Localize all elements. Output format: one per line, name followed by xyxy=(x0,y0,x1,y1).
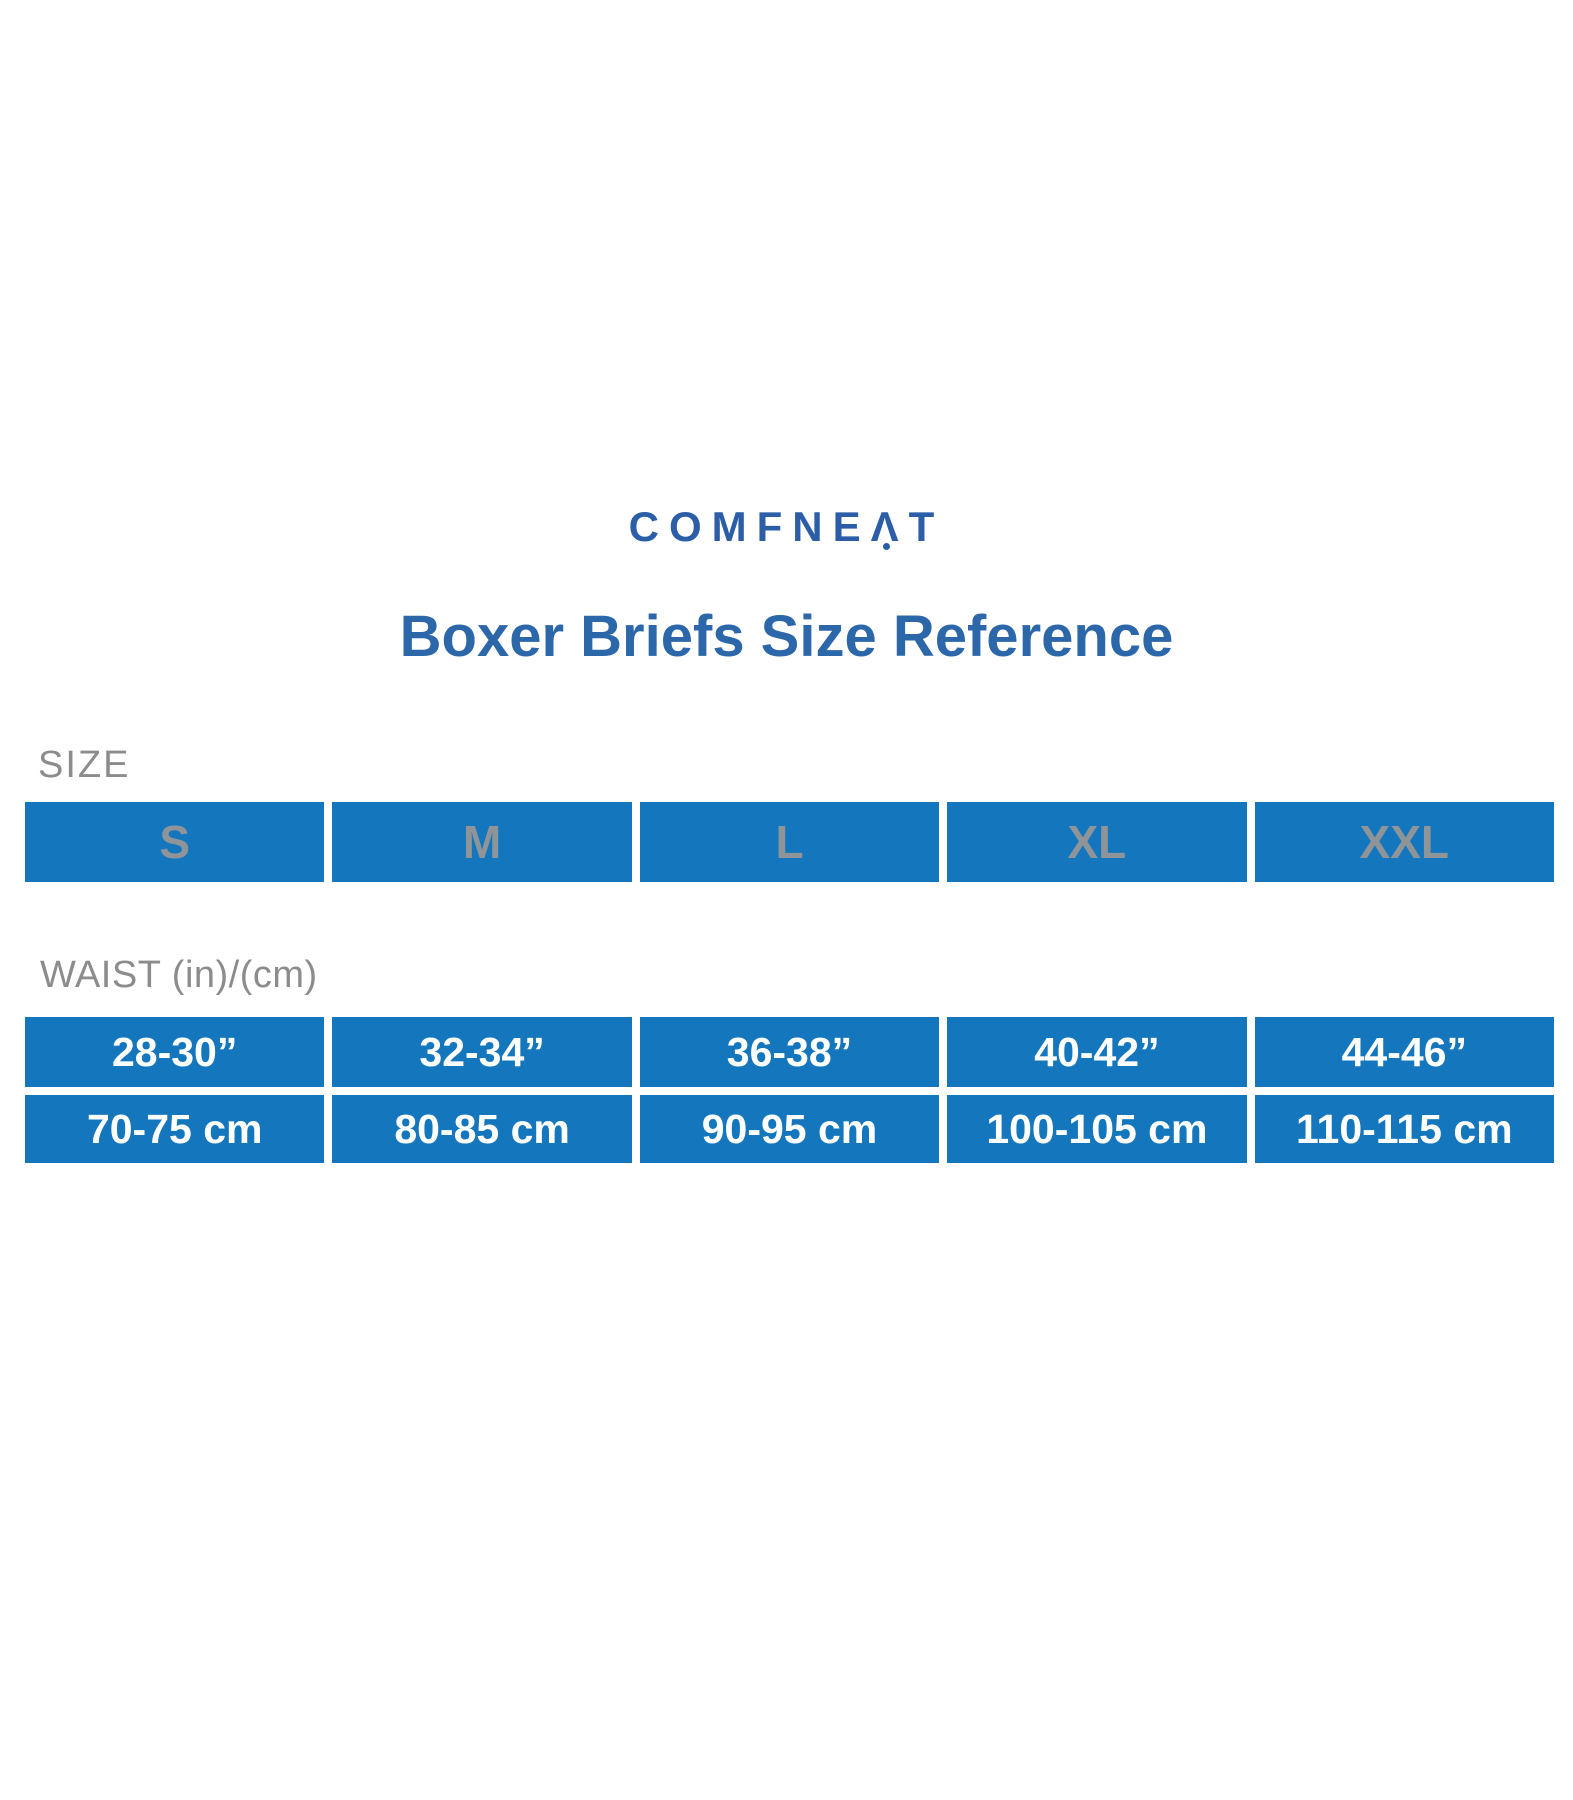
brand-a-caret: Λ xyxy=(870,503,909,550)
waist-section-label: WAIST (in)/(cm) xyxy=(40,954,318,996)
brand-logo: COMFNEΛ T xyxy=(0,503,1573,550)
waist-in-cell-s: 28-30” xyxy=(25,1017,325,1087)
waist-in-cell-xl: 40-42” xyxy=(947,1017,1247,1087)
brand-a-dot-icon xyxy=(882,543,890,550)
size-row: S M L XL XXL xyxy=(25,802,1554,882)
size-cell-s: S xyxy=(25,802,325,882)
waist-inches-row: 28-30” 32-34” 36-38” 40-42” 44-46” xyxy=(25,1017,1554,1087)
waist-cm-cell-m: 80-85 cm xyxy=(332,1095,632,1163)
size-section-label: SIZE xyxy=(38,744,131,786)
waist-cm-cell-l: 90-95 cm xyxy=(639,1095,940,1163)
size-cell-xl: XL xyxy=(947,802,1247,882)
size-cell-l: L xyxy=(639,802,940,882)
size-cell-m: M xyxy=(332,802,632,882)
waist-cm-cell-s: 70-75 cm xyxy=(25,1095,325,1163)
waist-centimeters-row: 70-75 cm 80-85 cm 90-95 cm 100-105 cm 11… xyxy=(25,1095,1554,1163)
brand-logo-suffix: T xyxy=(908,503,945,550)
brand-logo-letter-a: Λ xyxy=(870,503,909,550)
waist-in-cell-l: 36-38” xyxy=(639,1017,940,1087)
page-title: Boxer Briefs Size Reference xyxy=(399,604,1174,669)
waist-cm-cell-xxl: 110-115 cm xyxy=(1254,1095,1554,1163)
waist-in-cell-m: 32-34” xyxy=(332,1017,632,1087)
brand-logo-prefix: COMFNE xyxy=(628,503,871,550)
waist-in-cell-xxl: 44-46” xyxy=(1254,1017,1554,1087)
waist-cm-cell-xl: 100-105 cm xyxy=(947,1095,1247,1163)
size-cell-xxl: XXL xyxy=(1254,802,1554,882)
